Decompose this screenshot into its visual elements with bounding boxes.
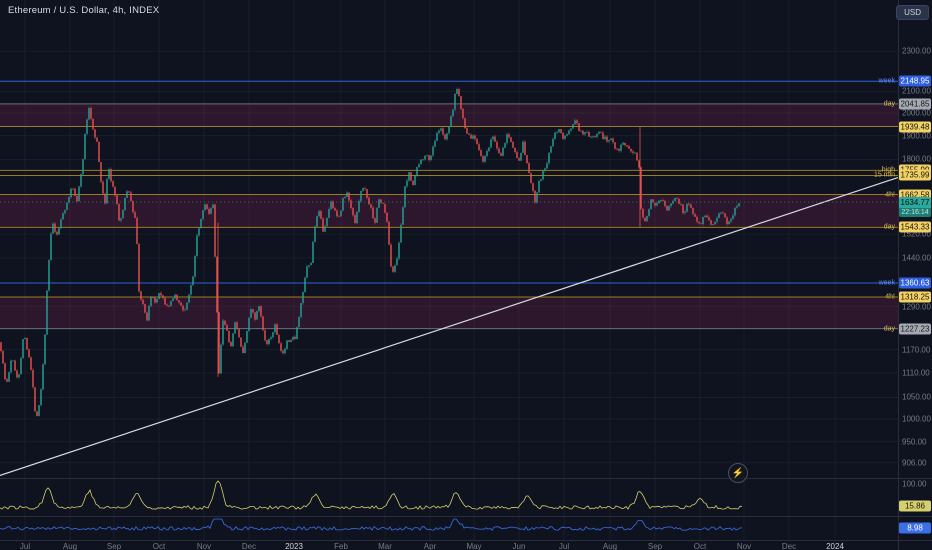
price-axis-tick: 906.00 [902, 458, 927, 468]
currency-toggle-button[interactable]: USD [896, 5, 929, 20]
time-axis-label: Feb [334, 542, 348, 550]
time-axis-label: Dec [241, 542, 257, 550]
price-level-label[interactable]: 2041.85 [899, 98, 931, 110]
price-level-label[interactable]: 1227.23 [899, 323, 931, 335]
time-axis-label: Sep [106, 542, 122, 550]
price-axis-tick: 1800.00 [902, 154, 931, 164]
time-axis-label: Aug [602, 542, 618, 550]
price-level-label[interactable]: 1543.33 [899, 221, 931, 233]
price-level-label[interactable]: 1939.48 [899, 121, 931, 133]
price-level-label[interactable]: 1318.25 [899, 291, 931, 303]
time-axis-label: May [466, 542, 482, 550]
time-axis-label: Mar [378, 542, 392, 550]
lightning-icon: ⚡ [731, 467, 745, 479]
price-level-label[interactable]: 1735.99 [899, 169, 931, 181]
time-axis-label: Aug [62, 542, 78, 550]
price-axis-tick: 1440.00 [902, 253, 931, 263]
price-axis-tick: 1290.00 [902, 302, 931, 312]
time-axis-label: 2024 [826, 542, 844, 550]
time-axis-label: Jun [512, 542, 526, 550]
price-axis-tick: 2100.00 [902, 86, 931, 96]
level-marker-label: 15 min [873, 171, 895, 179]
time-axis-label: Dec [781, 542, 797, 550]
time-axis-label: Nov [196, 542, 212, 550]
price-axis-tick: 1110.00 [902, 368, 930, 378]
indicator-axis-tick: 100.00 [902, 479, 927, 489]
quick-trade-button[interactable]: ⚡ [728, 463, 748, 483]
level-marker-label: 4h! [885, 293, 895, 301]
time-axis-label: Jul [558, 542, 570, 550]
price-axis-tick: 2300.00 [902, 46, 931, 56]
bar-countdown: 22:16:14 [899, 207, 931, 217]
price-axis-tick: 1170.00 [902, 345, 931, 355]
time-axis-label: Nov [736, 542, 752, 550]
time-axis-label: Oct [152, 542, 166, 550]
level-marker-label: 4h! [885, 191, 895, 199]
price-level-label[interactable]: 1662.58 [899, 189, 931, 201]
level-marker-label: day [883, 100, 895, 108]
time-axis-label: Jul [19, 542, 31, 550]
price-axis-tick: 1050.00 [902, 392, 931, 402]
time-axis-label: Sep [647, 542, 663, 550]
symbol-title[interactable]: Ethereum / U.S. Dollar, 4h, INDEX [8, 5, 160, 16]
level-marker-label: week [878, 77, 895, 85]
price-level-label[interactable]: 1360.63 [899, 277, 931, 289]
level-marker-label: day [883, 325, 895, 333]
time-axis-label: Apr [423, 542, 437, 550]
price-level-label[interactable]: 2148.95 [899, 75, 931, 87]
level-marker-label: day [883, 223, 895, 231]
level-marker-label: week [878, 279, 895, 287]
price-axis-tick: 2000.00 [902, 108, 931, 118]
price-axis-tick: 1900.00 [902, 131, 931, 141]
indicator2-value-label: 8.98 [899, 522, 931, 534]
price-axis-tick: 1000.00 [902, 414, 931, 424]
level-marker-label: high [881, 166, 895, 174]
time-axis-label: Oct [693, 542, 707, 550]
current-price-label: 1634.77 22:16:14 [899, 196, 931, 217]
time-axis-label: 2023 [285, 542, 303, 550]
price-axis-tick: 950.00 [902, 437, 927, 447]
price-axis-tick: 1520.00 [902, 229, 931, 239]
current-price-value: 1634.77 [899, 196, 931, 208]
indicator1-value-label: 15.86 [899, 500, 931, 512]
